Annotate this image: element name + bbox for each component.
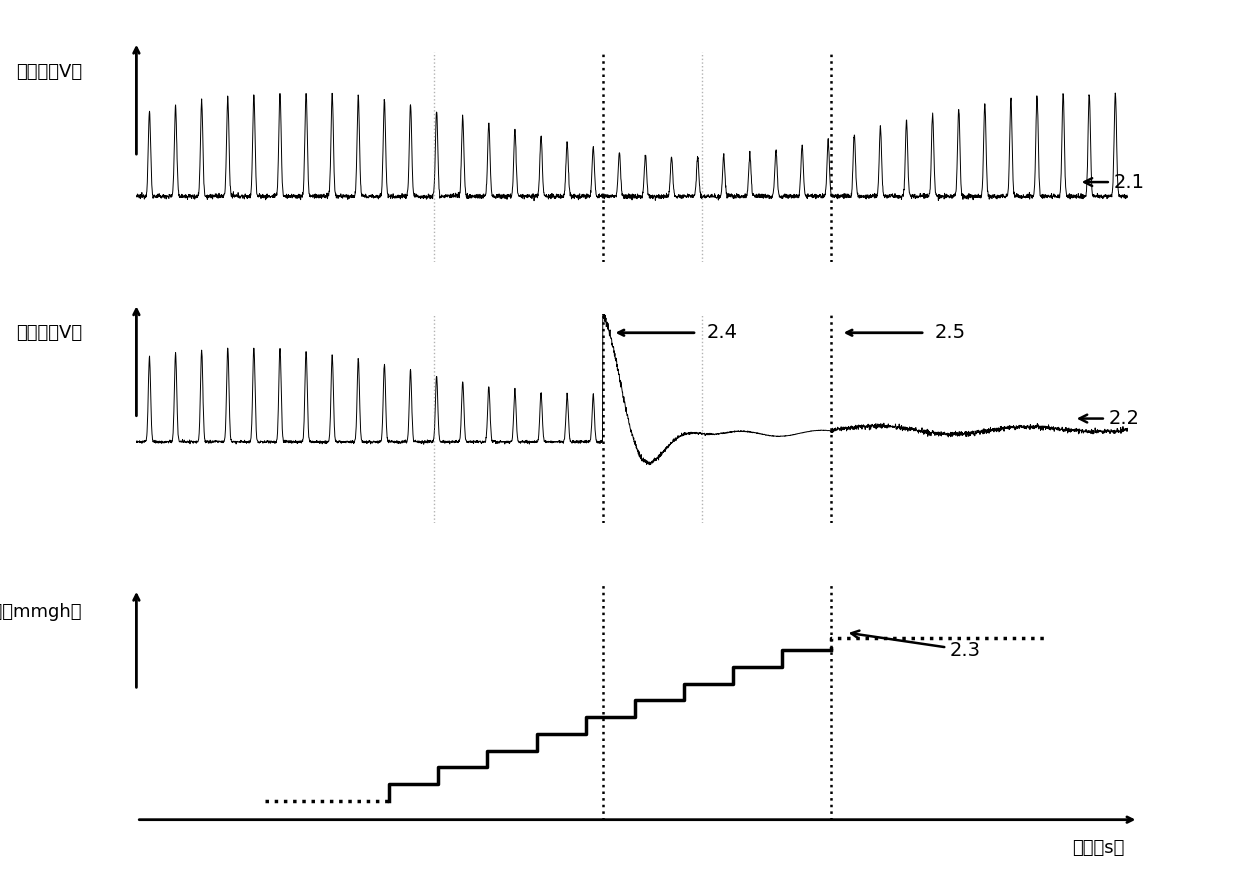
Text: 压力値（mmgh）: 压力値（mmgh） xyxy=(0,603,82,621)
Text: 2.1: 2.1 xyxy=(1084,173,1145,192)
Text: 时间（s）: 时间（s） xyxy=(1073,839,1125,856)
Text: 2.5: 2.5 xyxy=(935,324,966,342)
Text: 2.4: 2.4 xyxy=(707,324,738,342)
Text: 脉冲波（V）: 脉冲波（V） xyxy=(16,63,82,81)
Text: 2.3: 2.3 xyxy=(851,630,981,659)
Text: 脉冲波（V）: 脉冲波（V） xyxy=(16,324,82,343)
Text: 2.2: 2.2 xyxy=(1079,409,1140,428)
